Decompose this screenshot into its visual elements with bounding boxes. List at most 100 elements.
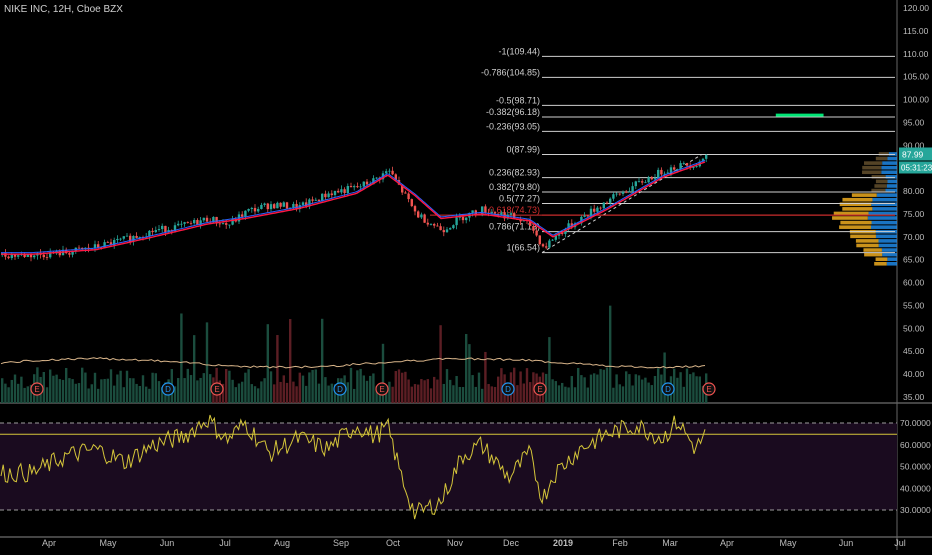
time-tick-label: Feb: [612, 538, 628, 548]
candle-body: [461, 216, 465, 221]
time-tick-label: Mar: [662, 538, 678, 548]
volume-bar: [113, 385, 116, 403]
volume-bar: [321, 318, 324, 403]
volume-bar: [157, 381, 161, 403]
event-marker-label: D: [165, 385, 171, 394]
volume-profile-bar-blue: [872, 207, 897, 211]
volume-bar: [452, 385, 455, 403]
event-marker-e: [533, 382, 547, 396]
price-tick-label: 35.00: [903, 392, 925, 402]
volume-bar: [7, 387, 10, 403]
time-tick-label: Oct: [386, 538, 401, 548]
volume-bar: [695, 376, 698, 403]
volume-ma-line: [0, 357, 706, 369]
candle-body: [97, 244, 100, 248]
candle-body: [692, 166, 695, 168]
volume-bar: [490, 386, 493, 403]
volume-bar: [180, 313, 183, 403]
rsi-band: [0, 423, 897, 510]
volume-bar: [484, 351, 487, 403]
volume-bar: [186, 368, 189, 403]
candle-body: [205, 217, 209, 222]
event-marker-label: D: [337, 385, 343, 394]
candle-body: [388, 170, 391, 172]
candle-body: [404, 192, 407, 194]
time-tick-label: Jun: [839, 538, 854, 548]
volume-bar: [583, 377, 586, 403]
candle-body: [257, 208, 260, 212]
volume-profile-bar-gold: [832, 216, 868, 220]
volume-bar: [231, 379, 234, 403]
candle-body: [177, 223, 180, 226]
candle-body: [77, 247, 81, 249]
volume-bar: [97, 388, 100, 403]
event-marker-d: [161, 382, 175, 396]
time-tick-label: Nov: [447, 538, 464, 548]
volume-bar: [55, 374, 58, 403]
candle-body: [682, 163, 685, 164]
volume-profile-bar-blue: [886, 184, 897, 188]
volume-bar: [493, 386, 497, 403]
volume-bar: [388, 381, 391, 403]
volume-bar: [557, 385, 561, 403]
candle-body: [173, 225, 177, 232]
volume-bar: [132, 378, 135, 403]
volume-bar: [199, 377, 202, 403]
rsi-line: [0, 414, 706, 520]
volume-bar: [548, 337, 551, 403]
volume-profile-bar-gold: [871, 188, 886, 193]
volume-bar: [381, 343, 385, 403]
candle-body: [484, 206, 487, 213]
price-tick-label: 75.00: [903, 209, 925, 219]
fib-label: 0.382(79.80): [489, 182, 540, 192]
candle-body: [106, 242, 109, 243]
candle-body: [596, 207, 599, 212]
candle-body: [666, 172, 669, 174]
price-tick-label: 105.00: [903, 72, 929, 82]
candle-body: [660, 169, 663, 175]
event-marker-label: E: [379, 385, 384, 394]
candle-body: [29, 254, 33, 258]
volume-bar: [298, 372, 301, 403]
volume-profile-bar-blue: [887, 257, 897, 261]
fib-label: -1(109.44): [498, 46, 540, 56]
candle-body: [196, 219, 199, 225]
fib-label: -0.236(93.05): [486, 121, 540, 131]
event-marker-d: [661, 382, 675, 396]
time-tick-label: Apr: [720, 538, 734, 548]
time-tick-label: Jul: [894, 538, 906, 548]
volume-bar: [292, 381, 295, 403]
candle-body: [282, 202, 285, 207]
candle-body: [436, 225, 439, 227]
volume-bar: [554, 381, 557, 403]
volume-bar: [276, 335, 279, 403]
volume-bar: [61, 379, 65, 403]
candle-body: [413, 206, 417, 212]
candle-body: [81, 247, 84, 249]
volume-bar: [580, 375, 583, 403]
candle-body: [580, 216, 583, 224]
candle-body: [250, 207, 253, 209]
volume-bar: [628, 374, 631, 403]
volume-profile-bar-gold: [864, 161, 883, 165]
countdown-value: 05:31:23: [901, 163, 932, 172]
volume-profile-bar-blue: [885, 175, 897, 179]
volume-bar: [644, 377, 647, 403]
volume-bar: [701, 385, 705, 403]
candle-body: [676, 169, 679, 170]
volume-bar: [410, 386, 413, 403]
candle-body: [634, 181, 637, 187]
volume-bar: [289, 319, 292, 403]
price-tick-label: 45.00: [903, 346, 925, 356]
candle-body: [628, 191, 631, 193]
volume-bar: [679, 372, 682, 403]
candle-body: [337, 190, 340, 193]
volume-bar: [151, 372, 154, 403]
volume-bar: [698, 376, 701, 403]
candle-body: [308, 199, 311, 207]
volume-bar: [189, 375, 193, 403]
candle-body: [471, 210, 474, 213]
